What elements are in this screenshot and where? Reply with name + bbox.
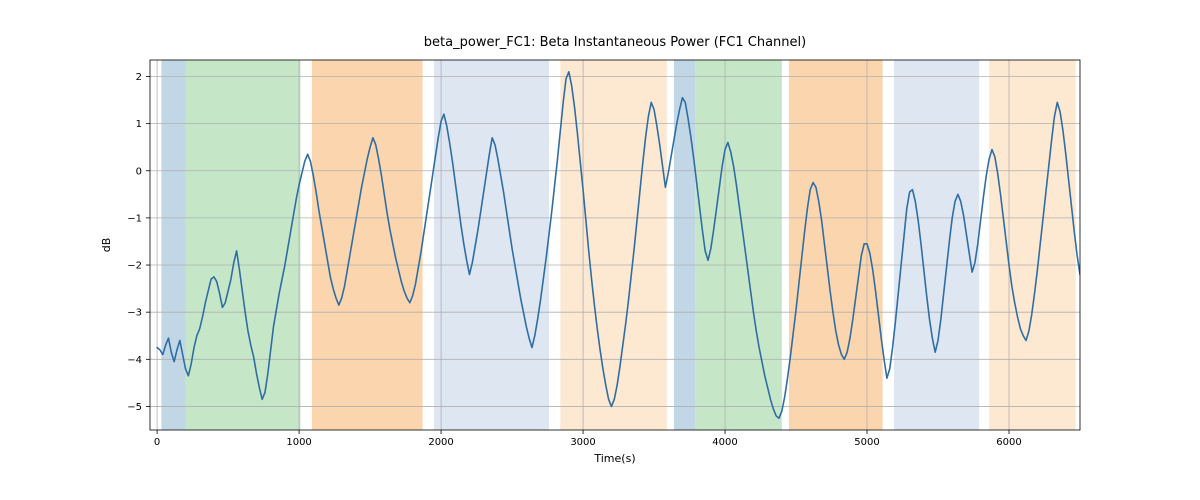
beta-power-line-chart: 0 1000 2000 3000 4000 5000 6000 −5 −4 −3 −2 −1 0 1 2 Ti…	[0, 0, 1200, 500]
x-tick-label: 3000	[570, 437, 595, 448]
y-tick-label: 0	[136, 166, 142, 177]
band-8	[894, 60, 979, 430]
band-4	[560, 60, 666, 430]
band-2	[312, 60, 423, 430]
x-tick-label: 5000	[854, 437, 879, 448]
band-0	[161, 60, 185, 430]
x-tick-label: 4000	[712, 437, 737, 448]
chart-title: beta_power_FC1: Beta Instantaneous Power…	[424, 35, 806, 50]
y-tick-label: 1	[136, 119, 142, 130]
x-tick-label: 0	[154, 437, 160, 448]
y-tick-label: −2	[127, 261, 142, 272]
y-axis-label: dB	[100, 238, 113, 253]
x-tick-label: 6000	[996, 437, 1021, 448]
y-tick-label: −4	[127, 355, 142, 366]
x-tick-label: 1000	[286, 437, 311, 448]
x-axis-label: Time(s)	[593, 452, 635, 465]
y-tick-label: −5	[127, 402, 142, 413]
band-6	[695, 60, 782, 430]
y-tick-label: −3	[127, 308, 142, 319]
y-tick-label: −1	[127, 213, 142, 224]
y-tick-label: 2	[136, 72, 142, 83]
band-5	[674, 60, 695, 430]
band-1	[185, 60, 300, 430]
band-9	[989, 60, 1076, 430]
band-3	[434, 60, 549, 430]
x-tick-label: 2000	[428, 437, 453, 448]
